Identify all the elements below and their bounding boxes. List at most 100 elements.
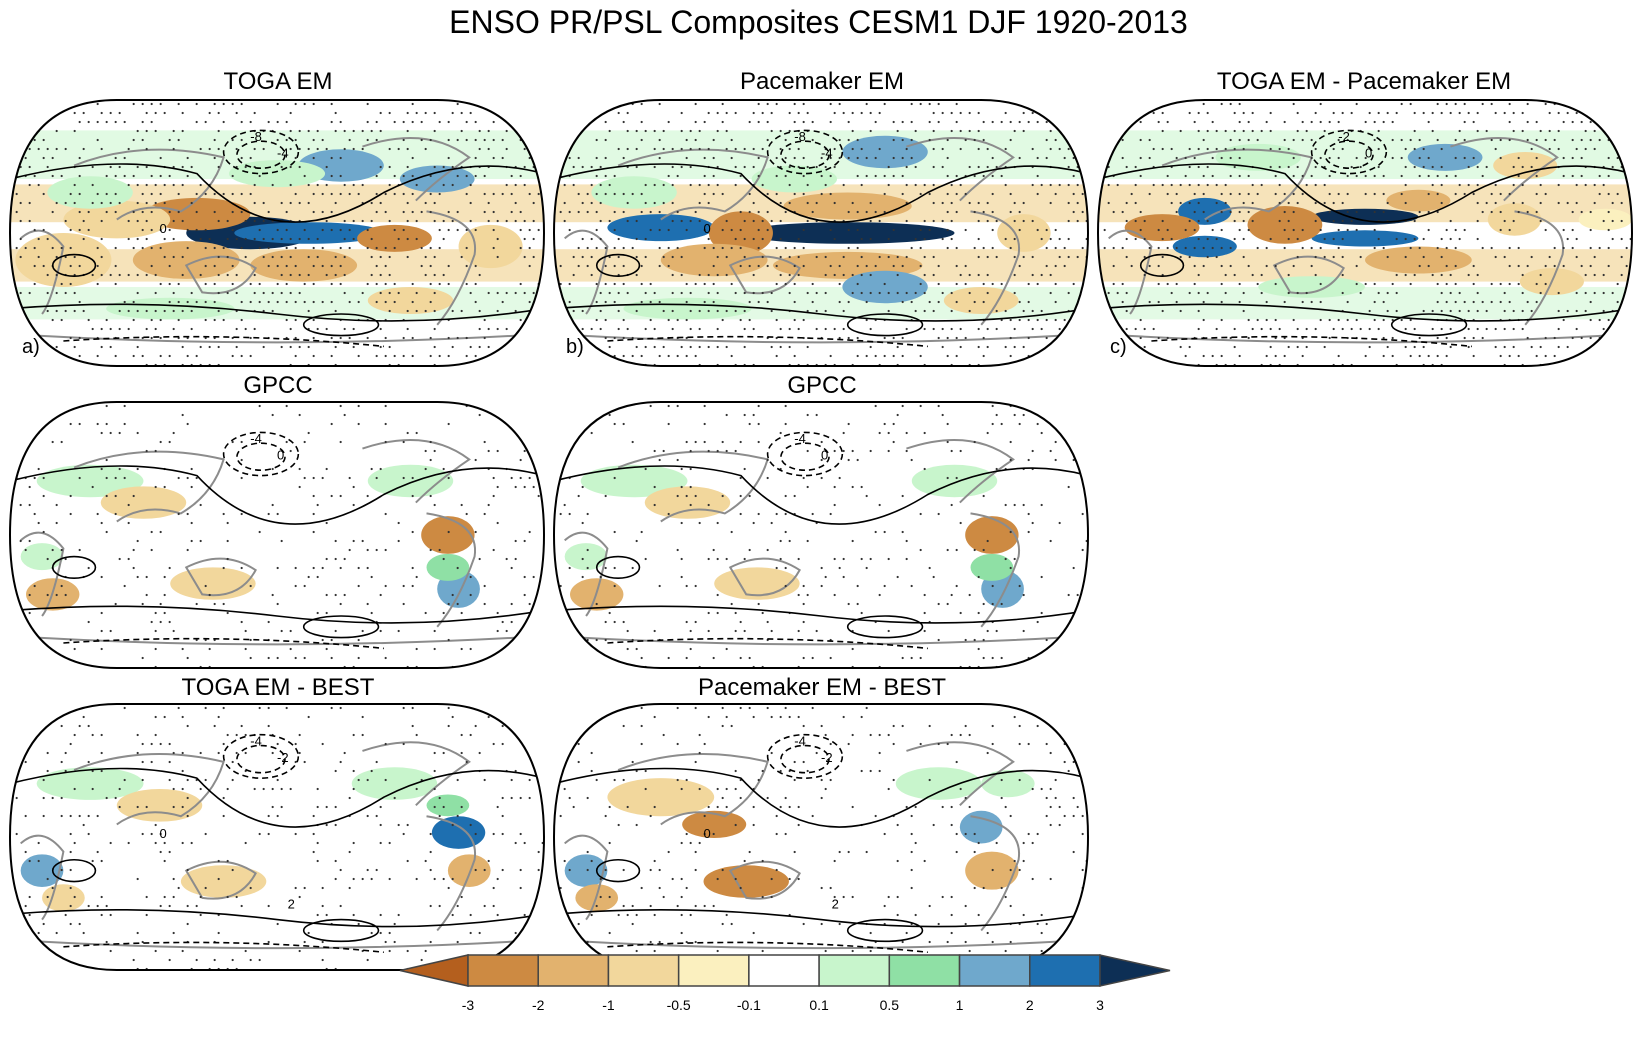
coastline-0 bbox=[564, 229, 609, 315]
pr-anomaly-3 bbox=[1311, 230, 1419, 247]
pr-anomaly-7 bbox=[842, 135, 928, 169]
contour-closed-2 bbox=[302, 313, 380, 337]
contour-label: 2 bbox=[832, 897, 839, 912]
contour-zero-north bbox=[554, 767, 1088, 828]
panel-d-map: -4 0 bbox=[8, 401, 546, 669]
colorbar-tick-label: -1 bbox=[602, 997, 615, 1013]
psl-contours bbox=[10, 129, 544, 348]
panel-e-map: -4 0 bbox=[552, 401, 1090, 669]
pr-anomaly-4 bbox=[703, 865, 789, 898]
coastline-1 bbox=[1161, 148, 1313, 221]
pr-anomaly-4 bbox=[36, 464, 144, 498]
coastline-3 bbox=[906, 137, 1015, 202]
contour-label: -2 bbox=[821, 750, 833, 765]
contours-negative bbox=[63, 129, 384, 348]
pr-anomaly-9 bbox=[943, 287, 1019, 314]
colorbar-tick-label: -2 bbox=[532, 997, 545, 1013]
contour-zero-south bbox=[554, 909, 1088, 928]
coastline-4 bbox=[426, 512, 477, 628]
pr-anomaly-10 bbox=[228, 160, 326, 188]
contour-neg-south bbox=[63, 941, 384, 954]
coastline-1 bbox=[617, 148, 769, 221]
contour-neg-2 bbox=[780, 140, 830, 170]
pr-anomaly-8 bbox=[426, 794, 470, 817]
contour-zero-south bbox=[10, 605, 544, 624]
contours-negative bbox=[607, 431, 928, 650]
map-outline bbox=[552, 401, 1090, 669]
contour-closed-1 bbox=[1139, 253, 1185, 277]
pr-anomaly-6 bbox=[682, 810, 747, 838]
contour-closed-1 bbox=[51, 253, 97, 277]
contour-label: -4 bbox=[250, 734, 262, 749]
coastline-1 bbox=[73, 148, 225, 221]
map-outline bbox=[8, 99, 546, 367]
coastline-5 bbox=[1124, 334, 1606, 344]
coastline-0 bbox=[20, 229, 65, 315]
map-field-f: -4 -2 0 2 bbox=[10, 704, 544, 970]
contour-closed-1 bbox=[595, 555, 641, 579]
coastline-4 bbox=[970, 512, 1021, 628]
contour-label: 0 bbox=[704, 221, 711, 236]
panel-c-letter: c) bbox=[1110, 336, 1127, 358]
map-field-b: -8 -4 0 bbox=[554, 100, 1088, 366]
contour-closed-1 bbox=[51, 555, 97, 579]
coastline-4 bbox=[970, 815, 1021, 932]
coastline-1 bbox=[617, 450, 769, 523]
contour-neg-south bbox=[63, 637, 384, 650]
colorbar-tick-label: -0.5 bbox=[667, 997, 691, 1013]
pr-anomaly-12 bbox=[997, 214, 1051, 252]
contour-zero-south bbox=[10, 303, 544, 322]
contours-negative bbox=[63, 431, 384, 650]
contour-neg-2 bbox=[236, 140, 286, 170]
contour-zero-south bbox=[10, 909, 544, 928]
coastline-2 bbox=[184, 557, 257, 597]
panel-g-title: Pacemaker EM - BEST bbox=[697, 674, 947, 701]
map-outline bbox=[1096, 99, 1634, 367]
pr-anomaly-8 bbox=[981, 770, 1035, 798]
contour-neg-south bbox=[63, 335, 384, 348]
pr-anomaly-3 bbox=[660, 243, 768, 277]
significance-stipple bbox=[1103, 102, 1632, 366]
contour-neg-south bbox=[607, 941, 928, 954]
map-field-e: -4 0 bbox=[554, 402, 1088, 668]
pr-anomaly-11 bbox=[47, 176, 133, 209]
pr-anomaly-1 bbox=[740, 222, 955, 244]
contour-label: -2 bbox=[1338, 129, 1350, 144]
contour-neg-1 bbox=[222, 431, 300, 477]
coastline-1 bbox=[617, 753, 769, 826]
pr-anomaly-10 bbox=[751, 165, 838, 193]
pr-anomaly-7 bbox=[895, 767, 982, 800]
pr-anomaly-12 bbox=[367, 287, 454, 314]
map-field-a: -8 -4 0 bbox=[10, 100, 544, 366]
pr-anomaly-1 bbox=[421, 516, 475, 554]
pr-anomaly-3 bbox=[447, 854, 491, 887]
colorbar-tick-label: 0.1 bbox=[809, 997, 829, 1013]
colorbar-tick-label: -0.1 bbox=[737, 997, 761, 1013]
psl-contours bbox=[1098, 129, 1632, 348]
colorbar-arrow-right bbox=[1099, 954, 1171, 987]
coastline-2 bbox=[728, 255, 801, 295]
panel-b-title: Pacemaker EM bbox=[739, 68, 905, 95]
pr-anomaly-14 bbox=[458, 224, 523, 269]
coastline-0 bbox=[20, 531, 65, 617]
panel-a-title: TOGA EM bbox=[223, 68, 333, 95]
panel-a-letter: a) bbox=[22, 336, 40, 358]
pr-anomaly-8 bbox=[399, 165, 475, 193]
contour-closed-1 bbox=[595, 858, 641, 883]
coastline-1 bbox=[73, 753, 225, 826]
colorbar-tick-label: 2 bbox=[1026, 997, 1034, 1013]
panel-f-map: -4 -2 0 2 bbox=[8, 703, 546, 971]
contour-neg-2 bbox=[780, 442, 830, 472]
contour-zero-north bbox=[10, 163, 544, 223]
panel-b-letter: b) bbox=[566, 336, 584, 358]
coastline-3 bbox=[1450, 137, 1559, 202]
pr-anomaly-1 bbox=[42, 884, 85, 912]
panel-e-title: GPCC bbox=[787, 372, 857, 399]
contour-neg-1 bbox=[222, 733, 300, 779]
pr-anomaly-3 bbox=[132, 241, 240, 279]
pr-anomaly-6 bbox=[1386, 189, 1451, 212]
pr-anomaly-0 bbox=[1178, 197, 1232, 225]
contour-closed-1 bbox=[595, 253, 641, 277]
contour-label: -4 bbox=[794, 734, 806, 749]
pr-anomaly-2 bbox=[431, 816, 486, 849]
